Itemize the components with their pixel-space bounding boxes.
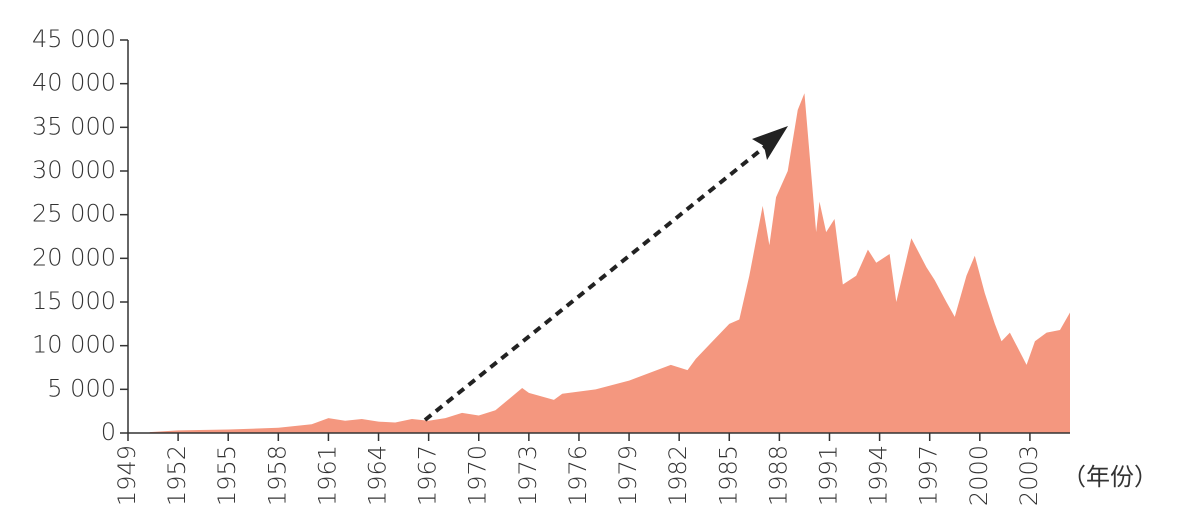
x-tick-label: 1979 <box>614 445 642 506</box>
x-tick-label: 1970 <box>464 445 492 506</box>
area <box>149 93 1070 434</box>
x-tick-label: 1964 <box>364 445 392 506</box>
x-tick-label: 1994 <box>865 445 893 506</box>
x-axis-label: （年份） <box>1062 463 1158 491</box>
x-tick-label: 1982 <box>664 445 692 506</box>
x-tick-label: 2000 <box>965 445 993 506</box>
y-tick-label: 25 000 <box>32 200 116 228</box>
plot: 0 5 000 10 000 15 000 20 000 25 000 30 000 35 0… <box>32 25 1070 506</box>
x-tick-label: 1991 <box>814 445 842 506</box>
y-tick-label: 40 000 <box>32 69 116 97</box>
x-tick-label: 1952 <box>163 445 191 506</box>
y-tick-label: 10 000 <box>32 331 116 359</box>
x-tick-label: 1988 <box>764 445 792 506</box>
y-tick-label: 5 000 <box>47 374 116 402</box>
y-tick-label: 45 000 <box>32 25 116 53</box>
arrow-head <box>752 126 788 160</box>
y-tick-label: 35 000 <box>32 112 116 140</box>
trend-arrow <box>423 131 784 422</box>
y-tick-label: 0 <box>101 418 116 446</box>
y-tick-label: 20 000 <box>32 243 116 271</box>
x-tick-label: 1961 <box>313 445 341 506</box>
x-tick-label: 1985 <box>714 445 742 506</box>
x-tick-label: 2003 <box>1015 445 1043 506</box>
x-tick-label: 1967 <box>414 445 442 506</box>
x-tick-label: 1958 <box>263 445 291 506</box>
x-tick-label: 1955 <box>213 445 241 506</box>
y-tick-label: 15 000 <box>32 287 116 315</box>
x-tick-label: 1949 <box>113 445 141 506</box>
x-tick-label: 1997 <box>915 445 943 506</box>
x-tick-label: 1976 <box>564 445 592 506</box>
x-tick-label: 1973 <box>514 445 542 506</box>
y-tick-label: 30 000 <box>32 156 116 184</box>
